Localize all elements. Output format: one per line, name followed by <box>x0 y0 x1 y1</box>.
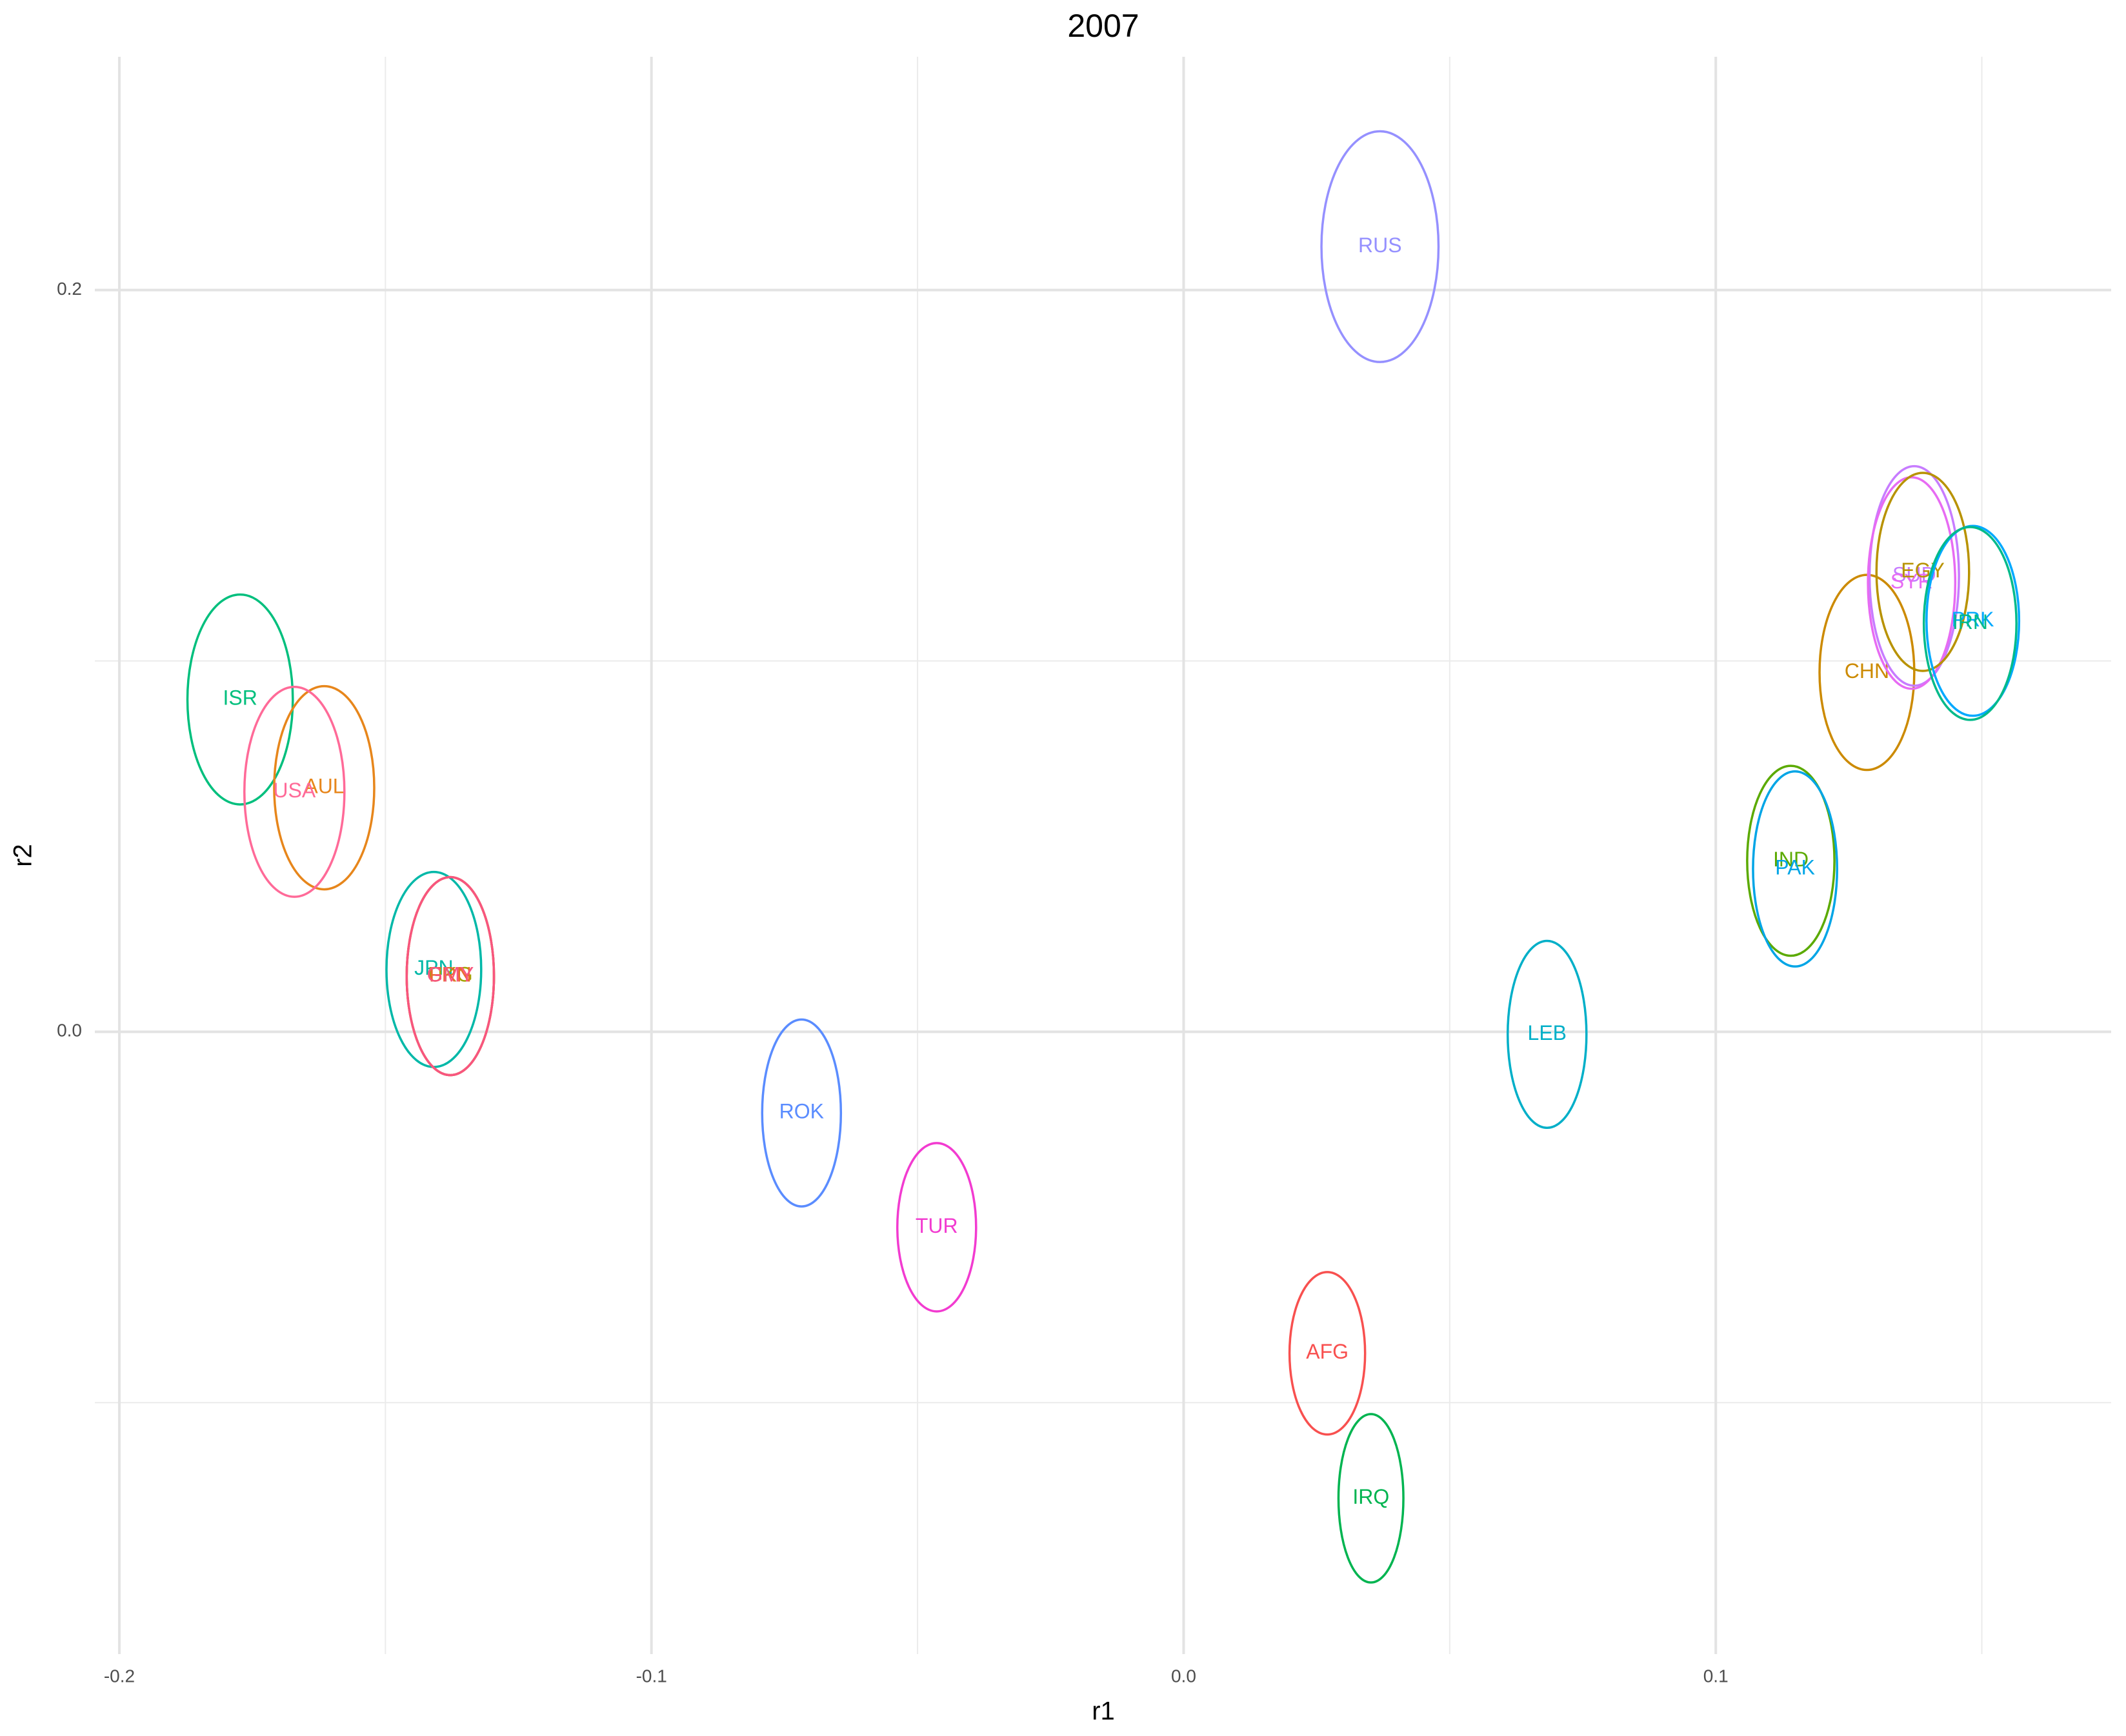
point-label: GMY <box>426 963 474 986</box>
point-label: FRN <box>429 963 472 986</box>
x-tick-label: -0.2 <box>104 1666 135 1686</box>
y-tick-label: 0.0 <box>57 1021 82 1041</box>
x-axis-title: r1 <box>1092 1697 1115 1726</box>
point-label: AFG <box>1306 1340 1349 1363</box>
y-axis-title: r2 <box>9 844 37 867</box>
x-tick-label: -0.1 <box>636 1666 667 1686</box>
point-ellipse <box>1875 472 1971 672</box>
point-ellipse <box>1818 574 1916 772</box>
point-ellipse <box>1752 770 1839 968</box>
point-ellipse <box>243 685 346 898</box>
point-label: PRK <box>1952 608 1994 631</box>
point-ellipse <box>1320 130 1440 363</box>
point-ellipse <box>1867 476 1957 690</box>
x-tick-label: 0.0 <box>1171 1666 1196 1686</box>
point-ellipse <box>1868 464 1960 687</box>
point-label: RUS <box>1358 234 1402 257</box>
point-ellipse <box>186 593 294 806</box>
point-ellipse <box>1288 1271 1367 1436</box>
point-label: CHN <box>1845 659 1889 683</box>
point-label: IND <box>1773 848 1809 871</box>
point-ellipse <box>1337 1413 1405 1584</box>
point-label: TUR <box>916 1214 958 1237</box>
point-label: JPN <box>414 956 453 979</box>
chart-title: 2007 <box>1067 8 1139 44</box>
point-label: EGY <box>1901 559 1945 582</box>
point-label: ISR <box>223 686 257 710</box>
point-label: USA <box>273 779 316 802</box>
point-ellipse <box>405 875 496 1077</box>
point-ellipse <box>273 684 376 891</box>
x-tick-label: 0.1 <box>1703 1666 1729 1686</box>
point-label: AUL <box>304 775 344 798</box>
point-label: ROK <box>779 1100 824 1123</box>
point-ellipse <box>1922 526 2018 721</box>
point-ellipse <box>1506 939 1588 1129</box>
point-ellipse <box>1746 764 1836 957</box>
point-ellipse <box>896 1142 978 1313</box>
y-tick-label: 0.2 <box>57 279 82 299</box>
point-label: UKG <box>428 963 472 986</box>
point-label: IRN <box>1952 610 1988 634</box>
point-label: PAK <box>1775 855 1815 879</box>
point-ellipse <box>761 1018 843 1208</box>
point-ellipse <box>1925 524 2021 717</box>
point-label: LEB <box>1528 1021 1567 1044</box>
point-label: IRQ <box>1352 1485 1389 1508</box>
